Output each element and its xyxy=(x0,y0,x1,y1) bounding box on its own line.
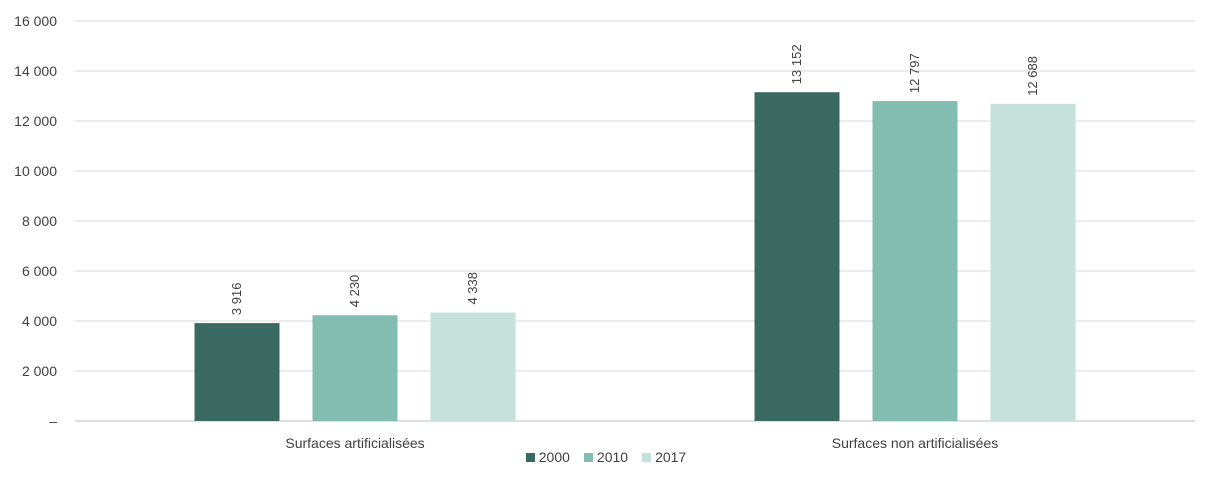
legend-swatch-2010 xyxy=(583,452,593,462)
y-tick-label-3: 6 000 xyxy=(22,263,57,279)
x-category-label-0: Surfaces artificialisées xyxy=(285,435,424,451)
legend-swatch-2000 xyxy=(525,452,535,462)
bar-2017-0 xyxy=(430,312,516,421)
y-tick-label-8: 16 000 xyxy=(14,13,57,29)
data-label-2010-1: 12 797 xyxy=(907,53,922,93)
legend-label-2017: 2017 xyxy=(655,449,687,465)
y-tick-label-6: 12 000 xyxy=(14,113,57,129)
data-label-2017-0: 4 338 xyxy=(465,272,480,305)
bar-2000-0 xyxy=(194,323,280,421)
bar-2010-0 xyxy=(312,315,398,421)
bar-2017-1 xyxy=(990,103,1076,422)
y-tick-label-1: 2 000 xyxy=(22,363,57,379)
y-tick-label-7: 14 000 xyxy=(14,63,57,79)
y-tick-label-4: 8 000 xyxy=(22,213,57,229)
data-label-2000-1: 13 152 xyxy=(789,44,804,84)
y-tick-label-0: – xyxy=(49,413,57,429)
legend-label-2010: 2010 xyxy=(596,449,629,465)
legend-label-2000: 2000 xyxy=(538,449,570,465)
x-category-label-1: Surfaces non artificialisées xyxy=(832,435,999,451)
legend-item-2017: 2017 xyxy=(642,449,686,465)
bar-2010-1 xyxy=(872,101,958,421)
legend-item-2010: 2010 xyxy=(583,449,629,465)
legend: 2000 2010 2017 xyxy=(0,449,1212,465)
bar-2000-1 xyxy=(754,92,840,421)
data-label-2000-0: 3 916 xyxy=(229,283,244,316)
y-tick-label-2: 4 000 xyxy=(22,313,57,329)
y-tick-label-5: 10 000 xyxy=(14,163,57,179)
data-label-2010-0: 4 230 xyxy=(347,275,362,308)
legend-item-2000: 2000 xyxy=(525,449,570,465)
legend-swatch-2017 xyxy=(642,452,652,462)
data-label-2017-1: 12 688 xyxy=(1025,56,1040,96)
